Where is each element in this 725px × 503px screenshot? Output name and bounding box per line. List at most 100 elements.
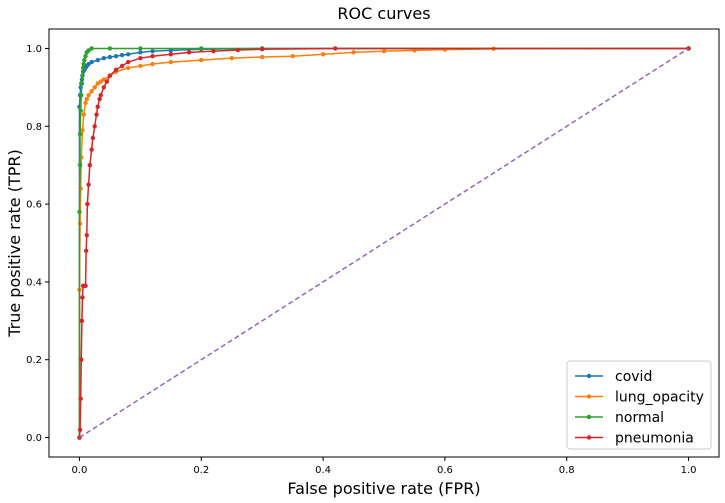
x-tick-label: 0.4 bbox=[315, 465, 331, 476]
y-tick-label: 1.0 bbox=[26, 44, 42, 55]
legend-label: covid bbox=[615, 369, 652, 385]
data-point bbox=[79, 92, 84, 98]
series-line bbox=[79, 47, 689, 439]
data-point bbox=[259, 47, 265, 52]
y-axis-label: True positive rate (TPR) bbox=[5, 149, 24, 338]
plot-frame bbox=[48, 28, 720, 458]
legend-marker bbox=[586, 435, 592, 440]
y-tick-label: 0.6 bbox=[26, 200, 42, 211]
data-point bbox=[94, 112, 99, 117]
legend-label: lung_opacity bbox=[615, 390, 704, 406]
data-point bbox=[168, 59, 174, 65]
legend-item: covid bbox=[575, 369, 652, 385]
data-point bbox=[259, 54, 265, 60]
legend-label: normal bbox=[615, 410, 664, 426]
data-point bbox=[77, 209, 82, 215]
data-point bbox=[79, 318, 85, 324]
data-point bbox=[92, 124, 97, 129]
data-point bbox=[150, 54, 155, 59]
data-point bbox=[85, 201, 90, 207]
data-point bbox=[84, 96, 89, 102]
x-tick-label: 0.0 bbox=[72, 465, 88, 476]
y-tick-label: 0.0 bbox=[26, 433, 42, 444]
y-tick-label: 0.4 bbox=[26, 277, 42, 288]
x-tick-label: 0.8 bbox=[559, 465, 575, 476]
data-point bbox=[101, 85, 107, 90]
data-point bbox=[211, 48, 216, 54]
data-point bbox=[89, 46, 94, 51]
data-point bbox=[104, 79, 110, 84]
legend-label: pneumonia bbox=[615, 431, 694, 447]
data-point bbox=[107, 46, 113, 51]
chart-title: ROC curves bbox=[337, 4, 430, 23]
data-point bbox=[101, 55, 107, 61]
series-reference-diagonal bbox=[79, 47, 689, 439]
data-point bbox=[150, 48, 155, 54]
data-point bbox=[83, 54, 88, 59]
legend-marker bbox=[586, 394, 592, 399]
data-point bbox=[87, 162, 93, 168]
x-axis-label: False positive rate (FPR) bbox=[287, 479, 480, 498]
data-point bbox=[80, 65, 86, 71]
data-point bbox=[89, 147, 94, 152]
data-point bbox=[86, 92, 91, 98]
data-point bbox=[86, 182, 91, 187]
legend-marker bbox=[586, 373, 592, 379]
legend-item: normal bbox=[575, 410, 664, 426]
data-point bbox=[107, 54, 113, 60]
data-point bbox=[138, 50, 143, 55]
data-point bbox=[229, 55, 234, 61]
data-point bbox=[320, 52, 326, 57]
y-axis: 0.0 0.2 0.4 0.6 0.8 1.0 bbox=[26, 44, 49, 444]
data-point bbox=[138, 55, 143, 61]
legend-item: lung_opacity bbox=[575, 390, 704, 406]
data-point bbox=[79, 357, 84, 362]
data-point bbox=[113, 54, 119, 59]
data-point bbox=[333, 46, 338, 51]
data-point bbox=[138, 46, 143, 51]
data-point bbox=[95, 104, 100, 110]
data-point bbox=[381, 48, 387, 54]
data-point bbox=[168, 52, 174, 57]
plot-area bbox=[77, 46, 691, 440]
data-point bbox=[81, 61, 86, 67]
data-point bbox=[80, 73, 85, 78]
data-point bbox=[83, 248, 89, 253]
data-point bbox=[150, 61, 155, 67]
data-point bbox=[80, 127, 85, 133]
data-point bbox=[77, 427, 83, 432]
data-point bbox=[79, 81, 85, 86]
legend-item: pneumonia bbox=[575, 431, 694, 447]
data-point bbox=[77, 131, 83, 137]
data-point bbox=[78, 396, 83, 401]
data-point bbox=[168, 48, 174, 53]
series-pneumonia bbox=[77, 46, 691, 440]
data-point bbox=[107, 73, 113, 78]
data-point bbox=[84, 233, 89, 238]
data-point bbox=[125, 52, 131, 57]
data-point bbox=[125, 65, 131, 71]
data-point bbox=[290, 54, 295, 59]
data-point bbox=[113, 67, 119, 73]
x-tick-label: 1.0 bbox=[681, 465, 697, 476]
data-point bbox=[97, 96, 102, 102]
y-tick-label: 0.8 bbox=[26, 122, 42, 133]
x-tick-label: 0.2 bbox=[193, 465, 209, 476]
data-point bbox=[98, 92, 103, 98]
data-point bbox=[235, 47, 241, 53]
data-point bbox=[90, 135, 96, 141]
data-point bbox=[119, 52, 125, 58]
data-point bbox=[82, 57, 87, 63]
legend-marker bbox=[586, 414, 592, 420]
x-axis: 0.0 0.2 0.4 0.6 0.8 1.0 bbox=[72, 457, 697, 476]
legend-box bbox=[566, 360, 712, 450]
data-point bbox=[80, 295, 85, 300]
data-point bbox=[78, 108, 83, 113]
data-point bbox=[412, 48, 417, 53]
data-point bbox=[95, 57, 100, 63]
data-point bbox=[77, 162, 83, 168]
data-point bbox=[351, 50, 356, 55]
data-point bbox=[125, 59, 131, 65]
